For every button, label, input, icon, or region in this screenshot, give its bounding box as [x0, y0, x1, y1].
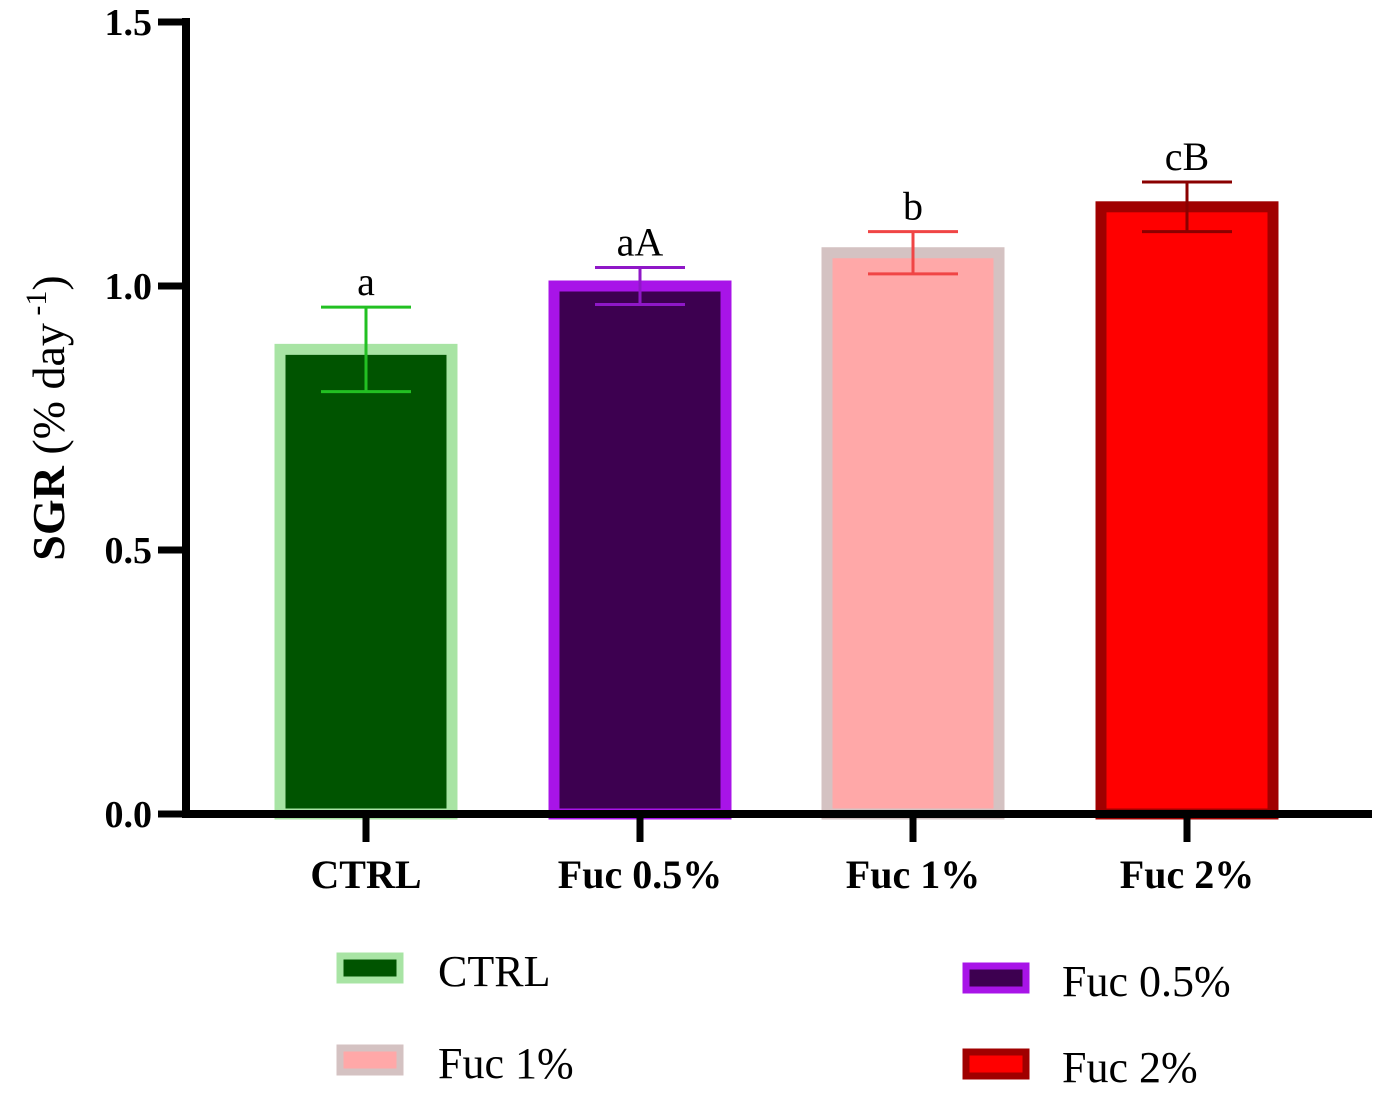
significance-label-2: b: [903, 184, 923, 229]
legend-label-0: CTRL: [438, 947, 550, 996]
error-bar-1: [595, 266, 685, 306]
legend-swatch-0: [336, 952, 404, 984]
x-tick-label-2: Fuc 1%: [846, 852, 980, 897]
y-tick-label-3: 1.5: [105, 2, 153, 44]
legend-label-3: Fuc 2%: [1062, 1043, 1198, 1092]
bar-2: [821, 247, 1005, 820]
y-tick-label-0: 0.0: [105, 794, 153, 836]
error-bar-0: [321, 305, 411, 394]
bar-1: [548, 280, 732, 820]
bar-3: [1095, 201, 1279, 820]
legend-swatch-2: [336, 1044, 404, 1076]
legend-item-3: Fuc 2%: [962, 1043, 1198, 1092]
y-tick-label-1: 0.5: [105, 530, 153, 572]
x-tick-label-1: Fuc 0.5%: [558, 852, 722, 897]
legend-swatch-1: [962, 962, 1030, 994]
y-axis-label: SGR (% day -1): [20, 275, 74, 560]
error-bar-2: [868, 230, 958, 276]
y-axis-label-main: SGR: [23, 465, 74, 560]
legend-label-2: Fuc 1%: [438, 1039, 574, 1088]
significance-label-3: cB: [1165, 134, 1209, 179]
significance-label-0: a: [357, 259, 375, 304]
y-axis-label-unit: (% day: [23, 323, 74, 466]
legend-label-1: Fuc 0.5%: [1062, 957, 1231, 1006]
legend-item-1: Fuc 0.5%: [962, 957, 1231, 1006]
significance-label-1: aA: [617, 220, 664, 265]
x-tick-label-3: Fuc 2%: [1120, 852, 1254, 897]
x-tick-label-0: CTRL: [310, 852, 421, 897]
bar-0: [274, 343, 458, 820]
legend-item-0: CTRL: [336, 947, 550, 996]
legend-item-2: Fuc 1%: [336, 1039, 574, 1088]
y-axis-label-close: ): [23, 275, 74, 290]
error-bar-3: [1142, 180, 1232, 234]
legend-swatch-3: [962, 1048, 1030, 1080]
y-tick-label-2: 1.0: [105, 266, 153, 308]
y-axis-label-superscript: -1: [20, 291, 53, 324]
